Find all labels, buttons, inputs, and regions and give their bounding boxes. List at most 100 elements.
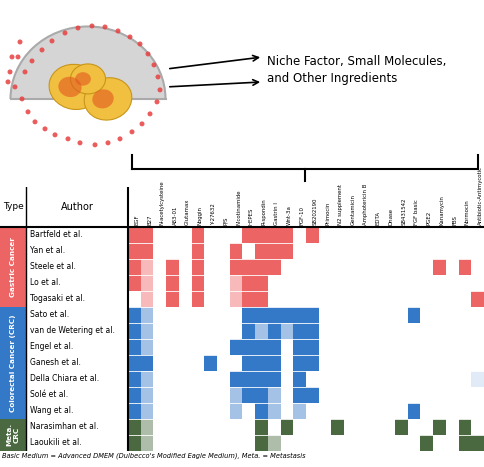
Bar: [192, 227, 204, 243]
Bar: [268, 435, 281, 451]
Bar: [230, 259, 242, 275]
Text: Y-27632: Y-27632: [211, 203, 216, 225]
Bar: [166, 275, 179, 291]
Circle shape: [32, 120, 37, 124]
Text: N2 supplement: N2 supplement: [338, 184, 343, 225]
Circle shape: [22, 70, 28, 74]
Bar: [306, 227, 319, 243]
Text: FGF-10: FGF-10: [300, 206, 304, 225]
Bar: [128, 419, 141, 435]
Bar: [242, 339, 255, 355]
Text: Engel et al.: Engel et al.: [30, 342, 73, 351]
Bar: [293, 307, 306, 323]
Bar: [242, 291, 255, 307]
Text: EGF: EGF: [135, 214, 139, 225]
Text: Primocin: Primocin: [325, 202, 330, 225]
Bar: [458, 435, 471, 451]
Bar: [0, 419, 26, 451]
Circle shape: [65, 136, 71, 142]
Circle shape: [146, 51, 151, 57]
Bar: [255, 355, 268, 371]
Bar: [281, 323, 293, 339]
Text: Narasimhan et al.: Narasimhan et al.: [30, 422, 99, 431]
Text: Yan et al.: Yan et al.: [30, 247, 65, 255]
Bar: [128, 355, 141, 371]
Bar: [433, 419, 446, 435]
Bar: [293, 355, 306, 371]
Circle shape: [155, 74, 161, 79]
Bar: [255, 339, 268, 355]
Bar: [141, 419, 153, 435]
Bar: [242, 275, 255, 291]
Bar: [471, 371, 484, 387]
Text: Togasaki et al.: Togasaki et al.: [30, 294, 85, 304]
Bar: [293, 371, 306, 387]
Bar: [242, 387, 255, 403]
Bar: [230, 387, 242, 403]
Ellipse shape: [71, 64, 106, 94]
Bar: [141, 227, 153, 243]
Bar: [255, 419, 268, 435]
Text: Lo et al.: Lo et al.: [30, 278, 60, 287]
Bar: [255, 275, 268, 291]
Bar: [293, 403, 306, 419]
Bar: [166, 291, 179, 307]
Text: HEPES: HEPES: [249, 207, 254, 225]
Text: PGE2: PGE2: [427, 211, 432, 225]
Ellipse shape: [84, 78, 132, 120]
Bar: [242, 371, 255, 387]
Text: Author: Author: [60, 202, 93, 212]
Bar: [141, 339, 153, 355]
Bar: [128, 339, 141, 355]
Circle shape: [5, 79, 11, 85]
Text: Ganesh et al.: Ganesh et al.: [30, 358, 81, 367]
Text: Normocin: Normocin: [465, 199, 470, 225]
Text: B27: B27: [147, 214, 152, 225]
Bar: [0, 227, 26, 307]
Circle shape: [154, 99, 160, 105]
Circle shape: [17, 39, 22, 44]
Bar: [255, 371, 268, 387]
Bar: [255, 435, 268, 451]
Text: Glutamax: Glutamax: [185, 198, 190, 225]
Text: Kanamycin: Kanamycin: [439, 195, 444, 225]
Circle shape: [127, 35, 133, 39]
Circle shape: [103, 24, 107, 29]
Bar: [204, 355, 217, 371]
Bar: [408, 307, 421, 323]
Bar: [128, 387, 141, 403]
Circle shape: [118, 136, 122, 142]
Text: Wang et al.: Wang et al.: [30, 406, 74, 415]
Text: Niche Factor, Small Molecules,
and Other Ingredients: Niche Factor, Small Molecules, and Other…: [267, 55, 446, 85]
Bar: [395, 419, 408, 435]
Bar: [293, 387, 306, 403]
Text: Gentamicin: Gentamicin: [350, 194, 356, 225]
Circle shape: [90, 23, 94, 28]
Circle shape: [7, 70, 13, 74]
Bar: [128, 403, 141, 419]
Bar: [141, 291, 153, 307]
Bar: [306, 387, 319, 403]
Bar: [268, 339, 281, 355]
Bar: [268, 227, 281, 243]
Bar: [255, 387, 268, 403]
Text: Laoukili et al.: Laoukili et al.: [30, 438, 82, 447]
Circle shape: [19, 96, 25, 101]
Circle shape: [76, 26, 80, 30]
Bar: [306, 339, 319, 355]
Bar: [128, 275, 141, 291]
Bar: [141, 243, 153, 259]
Text: Solé et al.: Solé et al.: [30, 390, 68, 399]
Circle shape: [10, 55, 15, 59]
Circle shape: [30, 58, 34, 64]
Bar: [192, 243, 204, 259]
Circle shape: [40, 48, 45, 52]
Bar: [230, 403, 242, 419]
Bar: [332, 419, 344, 435]
Text: Bartfeld et al.: Bartfeld et al.: [30, 230, 83, 240]
Circle shape: [157, 87, 163, 92]
Bar: [141, 355, 153, 371]
Bar: [192, 275, 204, 291]
Ellipse shape: [11, 27, 166, 171]
Text: SB202190: SB202190: [312, 198, 318, 225]
